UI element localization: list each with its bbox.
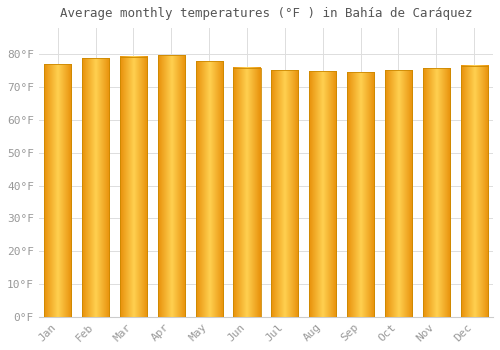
- Bar: [422, 68, 450, 317]
- Bar: [347, 72, 374, 317]
- Bar: [234, 68, 260, 317]
- Title: Average monthly temperatures (°F ) in Bahía de Caráquez: Average monthly temperatures (°F ) in Ba…: [60, 7, 472, 20]
- Bar: [460, 66, 488, 317]
- Bar: [271, 70, 298, 317]
- Bar: [158, 55, 185, 317]
- Bar: [82, 58, 109, 317]
- Bar: [309, 71, 336, 317]
- Bar: [44, 64, 72, 317]
- Bar: [385, 70, 412, 317]
- Bar: [196, 61, 223, 317]
- Bar: [120, 57, 147, 317]
